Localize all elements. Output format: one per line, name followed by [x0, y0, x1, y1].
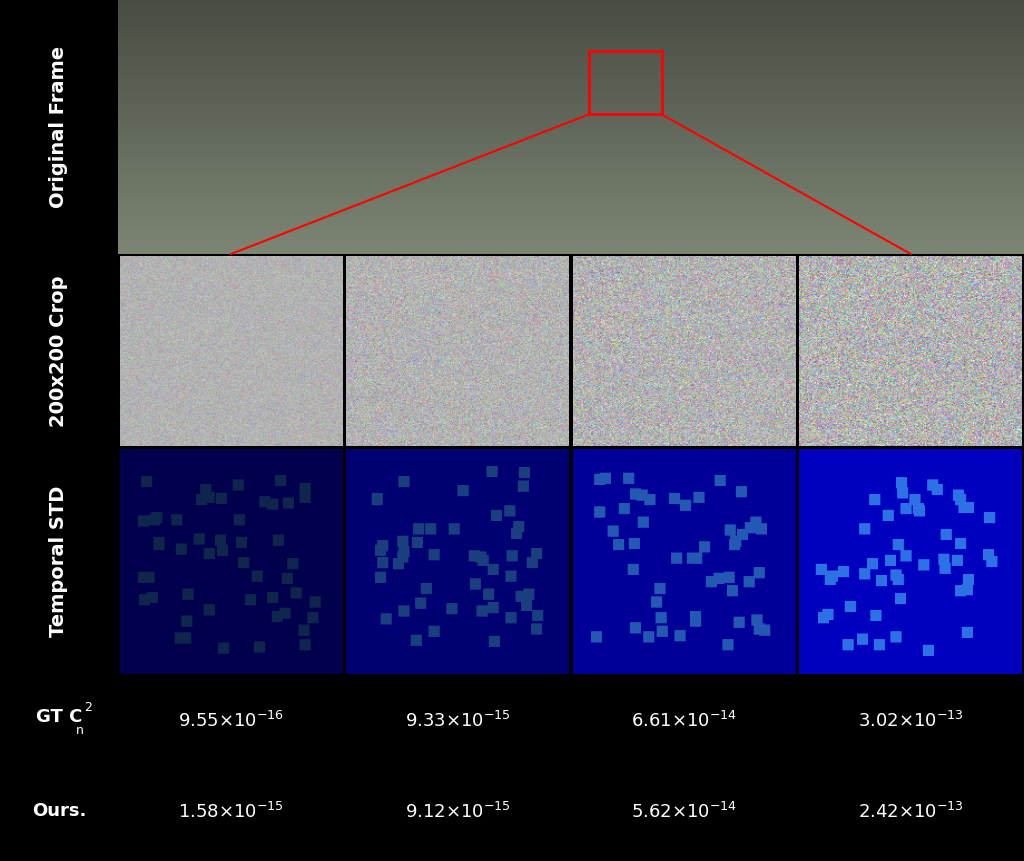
Text: $6.61{\times}10^{-14}$: $6.61{\times}10^{-14}$ [631, 711, 737, 731]
Text: $3.02{\times}10^{-13}$: $3.02{\times}10^{-13}$ [858, 711, 964, 731]
Text: Original Frame: Original Frame [49, 46, 69, 208]
Text: $2.42{\times}10^{-13}$: $2.42{\times}10^{-13}$ [858, 802, 964, 821]
Text: 200x200 Crop: 200x200 Crop [49, 276, 69, 426]
Text: n: n [76, 723, 84, 737]
Text: $9.12{\times}10^{-15}$: $9.12{\times}10^{-15}$ [404, 802, 511, 821]
Text: GT C: GT C [36, 708, 82, 726]
Text: $9.55{\times}10^{-16}$: $9.55{\times}10^{-16}$ [178, 711, 284, 731]
Text: $5.62{\times}10^{-14}$: $5.62{\times}10^{-14}$ [631, 802, 737, 821]
Text: Ours.: Ours. [32, 802, 86, 821]
Text: $1.58{\times}10^{-15}$: $1.58{\times}10^{-15}$ [178, 802, 284, 821]
Text: Temporal STD: Temporal STD [49, 486, 69, 637]
Text: $9.33{\times}10^{-15}$: $9.33{\times}10^{-15}$ [404, 711, 511, 731]
Bar [589, 51, 662, 115]
Text: 2: 2 [84, 701, 92, 714]
